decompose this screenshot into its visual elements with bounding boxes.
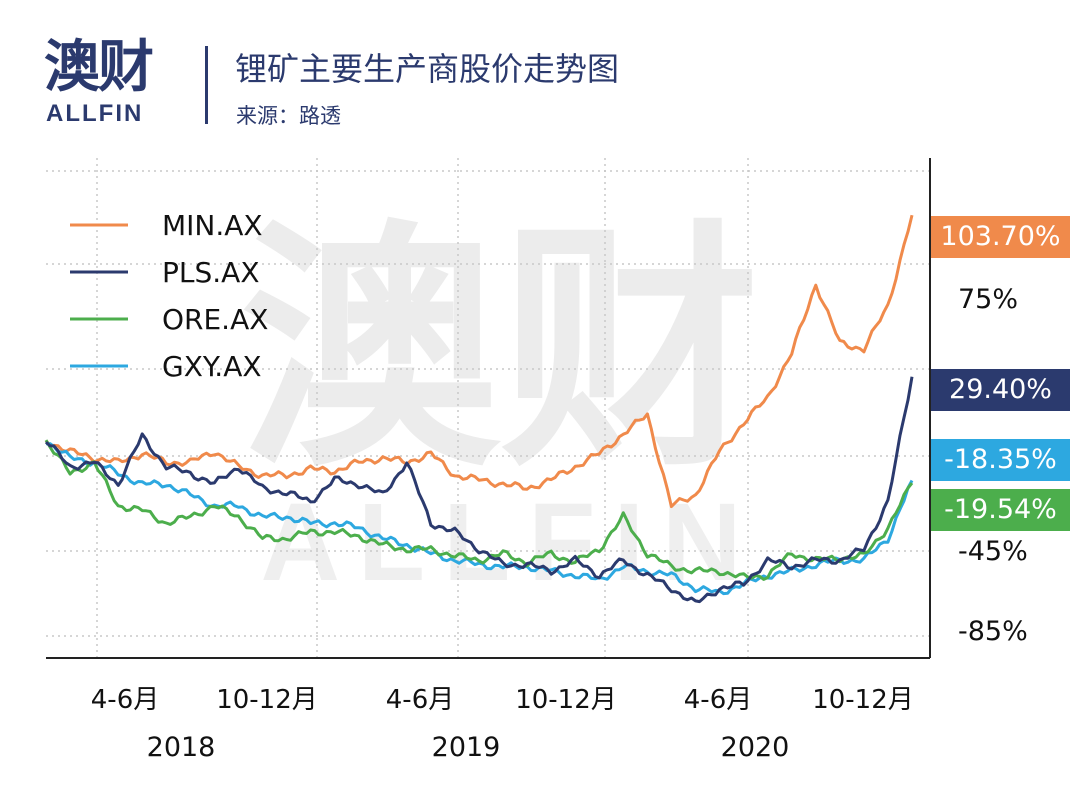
end-label-gxy: -18.35% [931, 439, 1070, 481]
legend-label: PLS.AX [162, 256, 260, 289]
legend-label: ORE.AX [162, 303, 268, 336]
chart-source: 来源：路透 [236, 104, 341, 128]
x-tick-label: 4-6月 [91, 685, 159, 715]
logo-chinese-text: 澳财 [44, 35, 154, 100]
header-divider [205, 46, 208, 124]
x-tick-label: 10-12月 [515, 685, 617, 715]
x-tick-label: 4-6月 [684, 685, 752, 715]
x-tick-label: 4-6月 [386, 685, 454, 715]
x-year-label: 2019 [432, 732, 501, 763]
series-lines [44, 214, 914, 604]
series-line-pls-ax [44, 376, 914, 604]
end-label-pls: 29.40% [931, 369, 1070, 411]
watermark-en: ALLFIN [260, 481, 759, 604]
y-tick-label: -85% [958, 616, 1028, 647]
end-label-min: 103.70% [931, 216, 1070, 258]
y-tick-label: -45% [958, 536, 1028, 567]
legend: MIN.AX PLS.AX ORE.AX GXY.AX [70, 209, 268, 383]
x-tick-label: 10-12月 [812, 685, 914, 715]
y-tick-label: 75% [958, 284, 1019, 315]
series-line-ore-ax [44, 439, 914, 581]
chart-title: 锂矿主要生产商股价走势图 [235, 50, 620, 88]
watermark: 澳财 [240, 200, 760, 502]
logo-english-text: ALLFIN [46, 100, 144, 127]
series-line-min-ax [44, 214, 914, 509]
end-label-ore: -19.54% [931, 489, 1070, 531]
x-year-label: 2018 [147, 732, 216, 763]
x-tick-label: 10-12月 [216, 685, 318, 715]
legend-label: GXY.AX [162, 350, 262, 383]
x-year-label: 2020 [721, 732, 790, 763]
legend-label: MIN.AX [162, 209, 263, 242]
